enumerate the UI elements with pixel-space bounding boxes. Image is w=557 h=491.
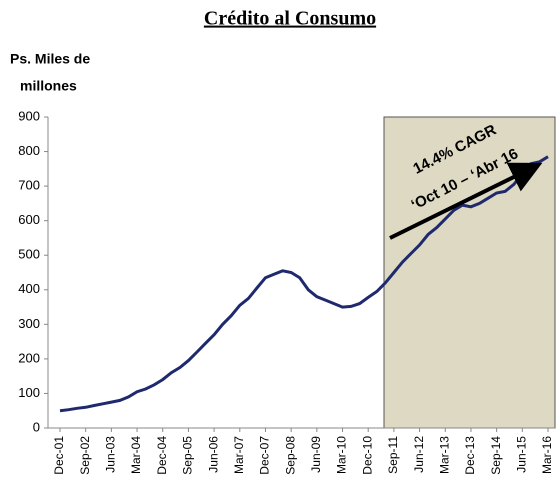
x-tick-label: Mar-13 (437, 436, 451, 474)
y-tick-label: 400 (18, 281, 40, 296)
y-tick-label: 900 (18, 108, 40, 123)
y-tick-label: 700 (18, 178, 40, 193)
x-tick-label: Dec-01 (52, 436, 66, 475)
y-tick-label: 100 (18, 385, 40, 400)
x-tick-label: Dec-04 (155, 436, 169, 475)
y-tick-label: 0 (33, 419, 40, 434)
x-tick-label: Mar-10 (335, 436, 349, 474)
x-tick-label: Sep-11 (386, 436, 400, 474)
x-tick-label: Mar-04 (129, 436, 143, 474)
x-tick-label: Mar-07 (232, 436, 246, 474)
x-tick-label: Jun-06 (206, 436, 220, 473)
x-tick-label: Jun-03 (104, 436, 118, 473)
y-tick-label: 300 (18, 316, 40, 331)
x-tick-label: Sep-02 (78, 436, 92, 475)
x-tick-label: Jun-15 (514, 436, 528, 473)
x-tick-label: Jun-09 (309, 436, 323, 473)
y-axis-label: millones (20, 78, 77, 94)
y-tick-label: 600 (18, 212, 40, 227)
x-tick-label: Dec-13 (463, 436, 477, 475)
x-tick-label: Dec-10 (360, 436, 374, 475)
y-axis-label: Ps. Miles de (10, 51, 90, 67)
x-tick-label: Mar-16 (540, 436, 554, 474)
y-tick-label: 200 (18, 350, 40, 365)
x-tick-label: Sep-14 (489, 436, 503, 475)
x-tick-label: Sep-08 (283, 436, 297, 475)
y-tick-label: 500 (18, 247, 40, 262)
data-line (59, 155, 549, 413)
x-tick-label: Jun-12 (412, 436, 426, 473)
chart-title: Crédito al Consumo (204, 8, 376, 30)
y-tick-label: 800 (18, 143, 40, 158)
annotation-arrow (389, 162, 543, 240)
x-tick-label: Sep-05 (181, 436, 195, 475)
x-tick-label: Dec-07 (258, 436, 272, 475)
